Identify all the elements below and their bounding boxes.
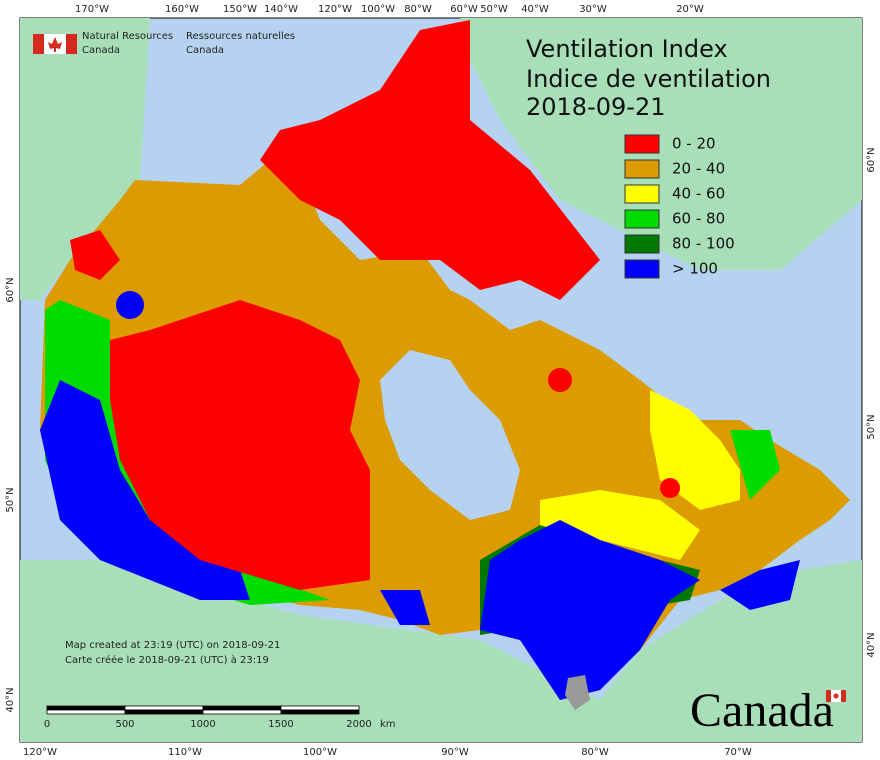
scale-segment bbox=[46, 709, 126, 715]
latitude-label: 60°N bbox=[866, 147, 877, 172]
scale-segment bbox=[46, 705, 126, 711]
zone-blue-maritimes bbox=[720, 560, 800, 610]
scale-label: 0 bbox=[44, 719, 50, 730]
longitude-label: 80°W bbox=[581, 747, 609, 758]
longitude-label: 170°W bbox=[75, 4, 109, 15]
wordmark-flag bbox=[833, 693, 839, 699]
nrcan-logo: Natural Resources Canada Ressources natu… bbox=[33, 31, 295, 56]
wordmark-text: Canada bbox=[690, 684, 834, 737]
gray-patch bbox=[565, 675, 590, 710]
zone-blue-spot bbox=[116, 291, 144, 319]
longitude-label: 150°W bbox=[223, 4, 257, 15]
longitude-label: 40°W bbox=[521, 4, 549, 15]
longitude-label: 120°W bbox=[318, 4, 352, 15]
credit: Carte créée le 2018-09-21 (UTC) à 23:19 bbox=[65, 654, 269, 666]
agency-en: Natural Resources bbox=[82, 31, 173, 42]
longitude-label: 110°W bbox=[168, 747, 202, 758]
hudson-bay bbox=[380, 350, 520, 520]
scale-label: 1500 bbox=[268, 719, 293, 730]
latitude-label: 60°N bbox=[5, 277, 16, 302]
scale-bar: 0 500 1000 1500 2000 km bbox=[44, 705, 396, 730]
longitude-label: 30°W bbox=[579, 4, 607, 15]
agency-fr: Ressources naturelles bbox=[186, 31, 295, 42]
legend-label: 20 - 40 bbox=[672, 160, 725, 178]
wordmark-flag bbox=[826, 690, 831, 702]
longitude-label: 140°W bbox=[264, 4, 298, 15]
legend-label: > 100 bbox=[672, 260, 718, 278]
longitude-label: 80°W bbox=[404, 4, 432, 15]
longitude-label: 70°W bbox=[724, 747, 752, 758]
zone-red-spot bbox=[660, 478, 680, 498]
legend-label: 80 - 100 bbox=[672, 235, 735, 253]
scale-segment bbox=[124, 709, 204, 715]
zone-red-northwest bbox=[70, 230, 120, 280]
legend-label: 60 - 80 bbox=[672, 210, 725, 228]
scale-segment bbox=[280, 705, 360, 711]
latitude-label: 50°N bbox=[5, 487, 16, 512]
flag-band bbox=[66, 34, 77, 54]
zone-yellow-south bbox=[540, 490, 700, 560]
longitude-label: 100°W bbox=[303, 747, 337, 758]
scale-segment bbox=[202, 705, 282, 711]
wordmark-flag bbox=[841, 690, 846, 702]
usa bbox=[20, 560, 862, 742]
title: Indice de ventilation bbox=[526, 65, 771, 93]
title-date: 2018-09-21 bbox=[526, 93, 665, 121]
agency-en: Canada bbox=[82, 45, 120, 56]
longitude-label: 20°W bbox=[676, 4, 704, 15]
graticule-labels: 170°W 160°W 150°W 140°W 120°W 100°W 80°W 60°W 50… bbox=[5, 4, 877, 758]
agency-fr: Canada bbox=[186, 45, 224, 56]
zone-red-west bbox=[110, 300, 370, 590]
title: Ventilation Index bbox=[526, 35, 728, 63]
longitude-label: 160°W bbox=[165, 4, 199, 15]
legend-swatch bbox=[624, 259, 660, 279]
legend-swatch bbox=[624, 234, 660, 254]
scale-segment bbox=[280, 709, 360, 715]
legend-swatch bbox=[624, 134, 660, 154]
scale-segment bbox=[202, 709, 282, 715]
land bbox=[20, 18, 862, 742]
credit: Map created at 23:19 (UTC) on 2018-09-21 bbox=[65, 640, 280, 651]
longitude-label: 60°W bbox=[450, 4, 478, 15]
scale-label: 500 bbox=[115, 719, 134, 730]
zone-red-spot bbox=[548, 368, 572, 392]
legend-label: 0 - 20 bbox=[672, 135, 716, 153]
latitude-label: 40°N bbox=[5, 687, 16, 712]
zone-blue-ontario bbox=[380, 590, 430, 625]
legend-swatch bbox=[624, 159, 660, 179]
flag-band bbox=[33, 34, 44, 54]
zone-green-labrador bbox=[730, 430, 780, 500]
flag-leaf bbox=[48, 37, 62, 52]
scale-unit: km bbox=[380, 719, 396, 730]
longitude-label: 50°W bbox=[480, 4, 508, 15]
longitude-label: 90°W bbox=[441, 747, 469, 758]
legend-swatch bbox=[624, 184, 660, 204]
longitude-label: 120°W bbox=[23, 747, 57, 758]
scale-segment bbox=[124, 705, 204, 711]
scale-label: 1000 bbox=[190, 719, 215, 730]
legend-label: 40 - 60 bbox=[672, 185, 725, 203]
greenland bbox=[460, 18, 862, 270]
zone-blue-east bbox=[480, 520, 700, 700]
longitude-label: 100°W bbox=[361, 4, 395, 15]
zone-blue-west bbox=[40, 380, 250, 600]
latitude-label: 40°N bbox=[866, 632, 877, 657]
scale-label: 2000 bbox=[346, 719, 371, 730]
alaska bbox=[20, 18, 150, 300]
latitude-label: 50°N bbox=[866, 414, 877, 439]
zone-red-arctic bbox=[260, 20, 600, 300]
legend: 0 - 20 20 - 40 40 - 60 60 - 80 80 - 100 > 100 bbox=[624, 134, 735, 279]
legend-swatch bbox=[624, 209, 660, 229]
wordmark: Canada bbox=[690, 684, 846, 737]
